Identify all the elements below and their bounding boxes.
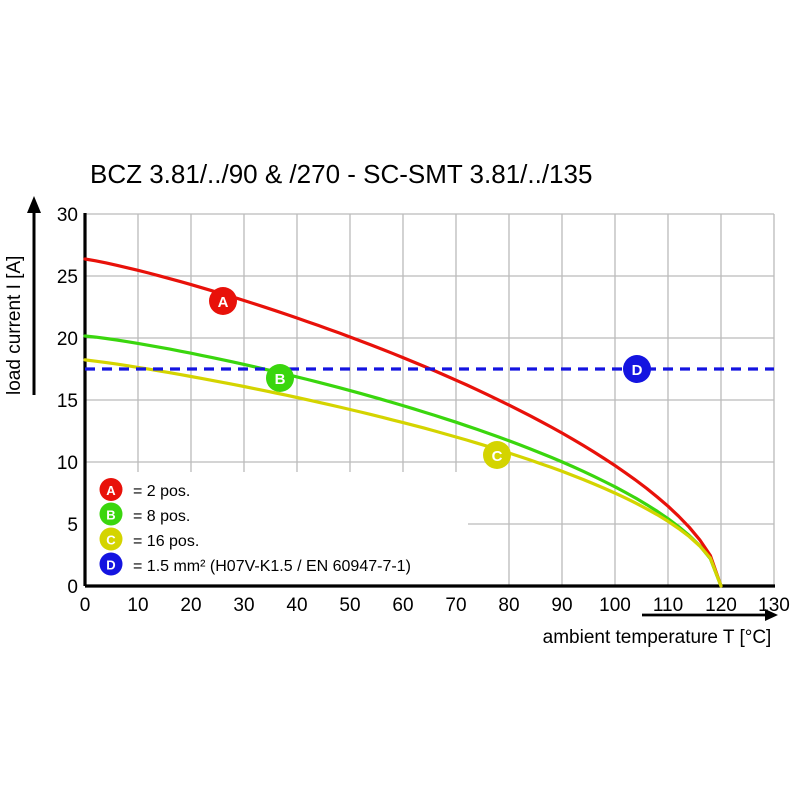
svg-text:120: 120	[705, 595, 737, 616]
svg-text:D: D	[106, 558, 115, 573]
svg-text:C: C	[492, 448, 503, 465]
svg-text:40: 40	[286, 595, 307, 616]
svg-text:30: 30	[57, 205, 78, 226]
svg-text:15: 15	[57, 391, 78, 412]
svg-text:20: 20	[180, 595, 201, 616]
svg-text:60: 60	[392, 595, 413, 616]
svg-text:B: B	[106, 508, 115, 523]
svg-text:100: 100	[599, 595, 631, 616]
svg-text:= 2 pos.: = 2 pos.	[133, 483, 190, 500]
svg-text:20: 20	[57, 329, 78, 350]
svg-text:0: 0	[80, 595, 91, 616]
svg-text:25: 25	[57, 267, 78, 288]
svg-text:D: D	[632, 362, 643, 379]
svg-text:= 16 pos.: = 16 pos.	[133, 533, 199, 550]
svg-text:130: 130	[758, 595, 790, 616]
svg-text:5: 5	[67, 515, 78, 536]
svg-text:B: B	[275, 371, 286, 388]
svg-text:90: 90	[551, 595, 572, 616]
svg-text:10: 10	[57, 453, 78, 474]
svg-text:= 1.5 mm² (H07V-K1.5 / EN 6094: = 1.5 mm² (H07V-K1.5 / EN 60947-7-1)	[133, 558, 411, 575]
svg-text:70: 70	[445, 595, 466, 616]
svg-text:A: A	[218, 294, 229, 311]
svg-text:50: 50	[339, 595, 360, 616]
svg-text:BCZ 3.81/../90 & /270 - SC-SMT: BCZ 3.81/../90 & /270 - SC-SMT 3.81/../1…	[90, 159, 592, 189]
svg-text:A: A	[106, 483, 116, 498]
svg-text:= 8 pos.: = 8 pos.	[133, 508, 190, 525]
svg-text:0: 0	[67, 577, 78, 598]
svg-text:C: C	[106, 533, 116, 548]
svg-text:80: 80	[498, 595, 519, 616]
svg-text:ambient temperature T [°C]: ambient temperature T [°C]	[543, 627, 772, 648]
svg-text:110: 110	[653, 595, 683, 616]
svg-text:load current I [A]: load current I [A]	[4, 256, 25, 395]
svg-text:10: 10	[127, 595, 148, 616]
svg-text:30: 30	[233, 595, 254, 616]
